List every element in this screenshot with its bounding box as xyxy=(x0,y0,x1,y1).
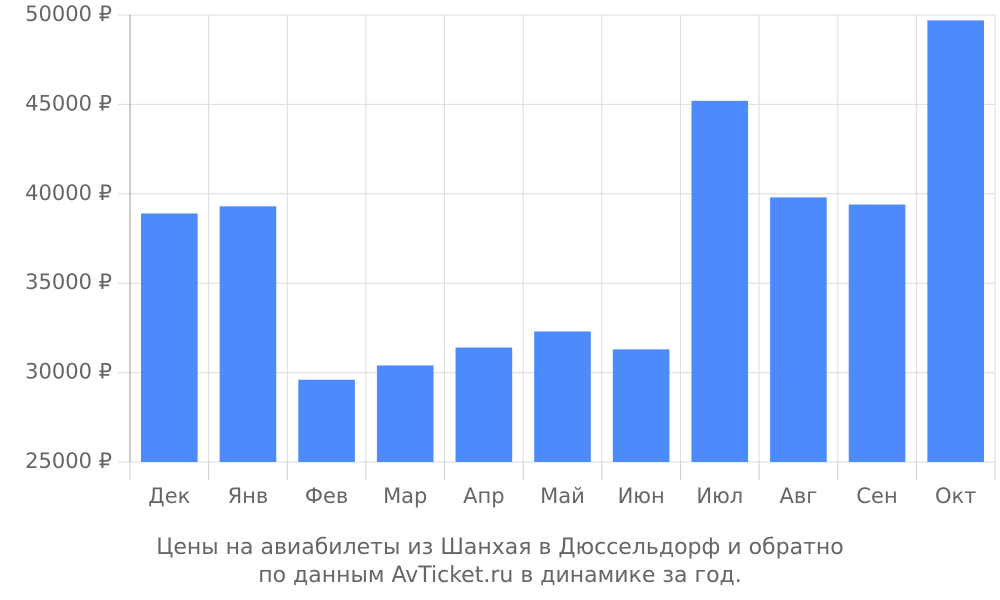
chart-subtitle: по данным AvTicket.ru в динамике за год. xyxy=(258,563,742,588)
bar xyxy=(376,365,434,462)
y-tick-label: 25000 ₽ xyxy=(25,449,112,473)
bar xyxy=(848,204,906,462)
bar xyxy=(691,100,749,462)
bar xyxy=(770,197,827,462)
x-tick-label: Июл xyxy=(696,484,743,508)
x-tick-label: Авг xyxy=(780,484,818,508)
bar xyxy=(455,347,513,462)
x-tick-label: Сен xyxy=(856,484,897,508)
x-tick-label: Апр xyxy=(463,484,504,508)
y-tick-label: 50000 ₽ xyxy=(25,2,112,26)
x-tick-label: Фев xyxy=(305,484,348,508)
bar xyxy=(141,213,198,462)
bar xyxy=(219,206,277,462)
y-tick-label: 35000 ₽ xyxy=(25,270,112,294)
bar xyxy=(298,379,355,462)
bar xyxy=(612,349,670,462)
x-tick-label: Дек xyxy=(148,484,190,508)
bar xyxy=(534,331,591,462)
bar xyxy=(927,20,984,462)
x-tick-label: Июн xyxy=(618,484,665,508)
y-tick-label: 45000 ₽ xyxy=(25,91,112,115)
x-tick-label: Окт xyxy=(935,484,976,508)
chart-title: Цены на авиабилеты из Шанхая в Дюссельдо… xyxy=(156,535,843,560)
x-tick-label: Мар xyxy=(383,484,427,508)
x-tick-label: Янв xyxy=(228,484,269,508)
x-tick-label: Май xyxy=(540,484,585,508)
y-tick-label: 40000 ₽ xyxy=(25,181,112,205)
y-tick-label: 30000 ₽ xyxy=(25,360,112,384)
